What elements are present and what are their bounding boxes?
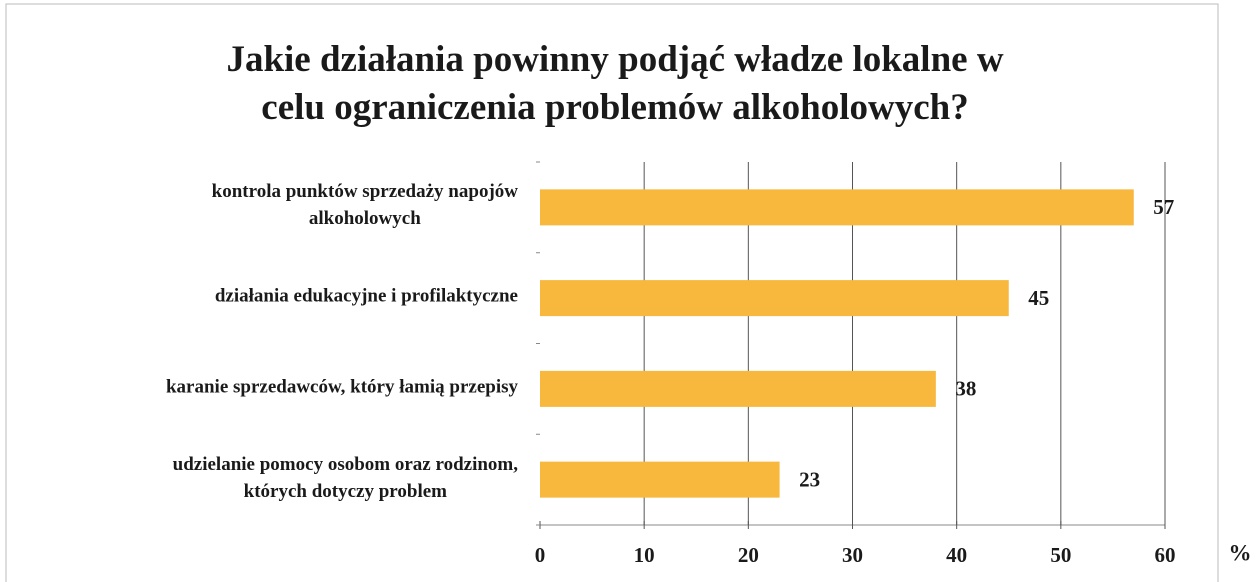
y-tick-label: kontrola punktów sprzedaży napojów alkoh… <box>211 181 518 230</box>
value-label: 45 <box>1028 286 1049 310</box>
x-tick-label: 30 <box>842 543 863 567</box>
y-tick-label: karanie sprzedawców, który łamią przepis… <box>165 376 518 398</box>
x-tick-label: 40 <box>946 543 967 567</box>
bar <box>540 370 936 407</box>
x-axis-label: % <box>1229 540 1252 565</box>
frame <box>5 3 1219 582</box>
y-tick-label: działania edukacyjne i profilaktyczne <box>214 285 518 307</box>
x-tick-label: 60 <box>1155 543 1176 567</box>
x-tick-label: 0 <box>535 543 546 567</box>
x-tick-label: 50 <box>1050 543 1071 567</box>
value-label: 38 <box>955 377 976 401</box>
value-label: 57 <box>1153 195 1174 219</box>
x-tick-label: 10 <box>634 543 655 567</box>
y-tick-label: udzielanie pomocy osobom oraz rodzinom, … <box>172 453 518 502</box>
bar <box>540 280 1009 317</box>
chart-title: Jakie działania powinny podjąć władze lo… <box>226 39 1004 128</box>
bar <box>540 189 1134 226</box>
x-tick-label: 20 <box>738 543 759 567</box>
value-label: 23 <box>799 467 820 491</box>
bar <box>540 461 780 498</box>
